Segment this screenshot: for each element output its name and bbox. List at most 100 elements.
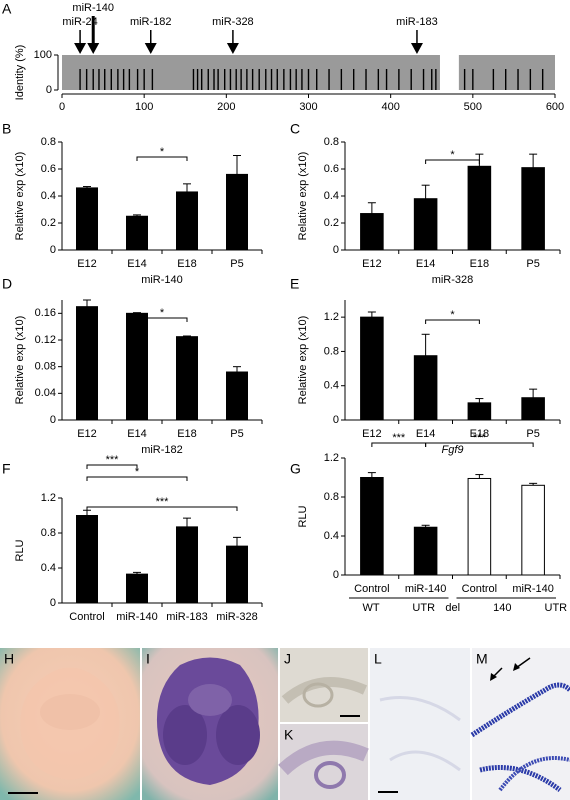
y-tick-label: 0 bbox=[333, 414, 339, 426]
x-tick-label: P5 bbox=[230, 258, 243, 270]
image-panel-i: I bbox=[142, 648, 278, 800]
x-tick-label: E12 bbox=[77, 428, 97, 440]
identity-region bbox=[458, 55, 555, 90]
image-panel-l: L bbox=[370, 648, 470, 800]
y-tick-label: 0.4 bbox=[324, 380, 339, 392]
significance-bracket bbox=[425, 319, 480, 324]
y-axis-label: RLU bbox=[14, 539, 26, 561]
image-panel-k: K bbox=[278, 724, 369, 800]
annotation-label: miR-328 bbox=[212, 16, 254, 28]
x-tick-label: E12 bbox=[362, 428, 382, 440]
bar bbox=[467, 165, 492, 251]
annotation-arrowhead bbox=[144, 43, 157, 54]
bar bbox=[467, 402, 492, 421]
significance-label: * bbox=[450, 149, 455, 161]
significance-label: * bbox=[450, 309, 455, 321]
y-tick-label: 0.16 bbox=[35, 307, 56, 319]
x-tick-label: E14 bbox=[416, 428, 436, 440]
annotation-label: miR-182 bbox=[130, 16, 172, 28]
y-axis-label: Relative exp (x10) bbox=[14, 152, 26, 241]
bar bbox=[76, 187, 98, 251]
annotation-arrowhead bbox=[410, 43, 423, 54]
bar bbox=[521, 167, 545, 251]
x-tick-label: E14 bbox=[127, 428, 147, 440]
significance-label: *** bbox=[156, 496, 170, 508]
y-tick-label: 0.8 bbox=[324, 491, 339, 503]
y-tick-label: 0.4 bbox=[324, 190, 339, 202]
x-tick-label: Control bbox=[69, 611, 104, 623]
significance-bracket bbox=[86, 506, 238, 511]
panel-letter: K bbox=[284, 727, 294, 743]
y-tick-label: 0.4 bbox=[41, 562, 56, 574]
annotation-label: miR-140 bbox=[72, 2, 114, 14]
image-panel-h: H bbox=[0, 648, 140, 800]
bar bbox=[360, 477, 384, 576]
x-tick-label: Control bbox=[354, 583, 389, 595]
panel-letter: C bbox=[290, 121, 300, 137]
panel-letter: B bbox=[2, 121, 11, 137]
panel-letter: F bbox=[2, 461, 11, 477]
x-tick-label: E18 bbox=[177, 428, 197, 440]
x-tick-label: Control bbox=[462, 583, 497, 595]
x-tick-label: P5 bbox=[526, 428, 539, 440]
y-tick-label: 0.12 bbox=[35, 334, 56, 346]
x-tick-label: 600 bbox=[546, 101, 564, 113]
bar bbox=[226, 371, 248, 421]
x-tick-label: 400 bbox=[381, 101, 399, 113]
y-tick-label: 0.8 bbox=[324, 136, 339, 148]
y-tick-label: 0.6 bbox=[324, 163, 339, 175]
annotation-arrowhead bbox=[87, 43, 100, 54]
panel-letter: G bbox=[290, 461, 301, 477]
bar bbox=[360, 316, 384, 421]
significance-label: *** bbox=[106, 454, 120, 466]
y-tick-label: 1.2 bbox=[324, 452, 339, 464]
plots: A 0 100 200 300 400 500 600 0 100 Identity (%) miR-… bbox=[2, 1, 567, 623]
bar bbox=[413, 355, 438, 421]
x-tick-label: P5 bbox=[230, 428, 243, 440]
x-tick-label: E18 bbox=[470, 428, 490, 440]
x-tick-label: 500 bbox=[464, 101, 482, 113]
panel-letter: L bbox=[374, 651, 382, 667]
bar bbox=[126, 215, 148, 251]
x-tick-label: 300 bbox=[299, 101, 317, 113]
panel-letter: E bbox=[290, 276, 299, 292]
y-axis-label: Relative exp (x10) bbox=[14, 316, 26, 405]
x-tick-label: E14 bbox=[416, 258, 436, 270]
annotation-label: miR-183 bbox=[396, 16, 438, 28]
bar bbox=[126, 573, 148, 604]
y-tick-label: 0.4 bbox=[324, 530, 339, 542]
significance-bracket bbox=[86, 464, 138, 469]
y-tick-label: 0.8 bbox=[41, 136, 56, 148]
bar bbox=[360, 213, 384, 251]
significance-label: * bbox=[135, 466, 140, 478]
panel-letter: H bbox=[4, 651, 14, 667]
x-tick-label: 200 bbox=[217, 101, 235, 113]
y-tick-label: 0.04 bbox=[35, 387, 56, 399]
significance-label: * bbox=[160, 146, 165, 158]
y-tick-label: 0 bbox=[50, 597, 56, 609]
significance-bracket bbox=[136, 317, 188, 322]
group-label: WT UTR bbox=[362, 602, 435, 614]
annotation-arrowhead bbox=[74, 43, 87, 54]
x-tick-label: miR-328 bbox=[216, 611, 258, 623]
y-axis-label: RLU bbox=[297, 505, 309, 527]
x-axis-label: Fgf9 bbox=[441, 444, 463, 456]
x-tick-label: E18 bbox=[470, 258, 490, 270]
bar bbox=[176, 191, 198, 251]
identity-region bbox=[62, 55, 440, 90]
y-tick-label: 0 bbox=[50, 414, 56, 426]
x-axis-label: miR-182 bbox=[141, 444, 183, 456]
bar bbox=[413, 198, 438, 251]
y-tick-label: 0.08 bbox=[35, 361, 56, 373]
group-label: del 140 UTR bbox=[445, 602, 567, 614]
y-tick-label: 0 bbox=[50, 244, 56, 256]
bar bbox=[521, 484, 545, 576]
x-tick-label: E12 bbox=[362, 258, 382, 270]
y-tick-label: 1.2 bbox=[41, 492, 56, 504]
annotation-label: miR-24 bbox=[62, 16, 97, 28]
significance-bracket bbox=[136, 156, 188, 161]
x-tick-label: miR-140 bbox=[116, 611, 158, 623]
significance-bracket bbox=[86, 476, 188, 481]
y-tick-label: 0.2 bbox=[324, 217, 339, 229]
